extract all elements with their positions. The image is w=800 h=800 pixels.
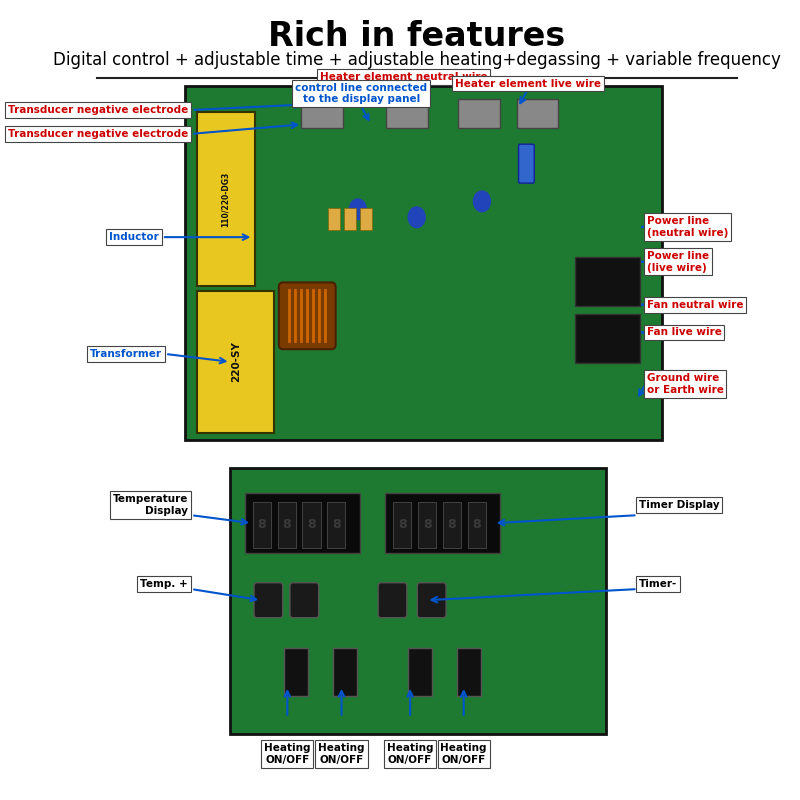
Text: Transformer: Transformer <box>90 349 162 359</box>
Text: Rich in features: Rich in features <box>268 20 566 53</box>
FancyBboxPatch shape <box>408 648 432 696</box>
Text: Heater element neutral wire: Heater element neutral wire <box>320 72 487 82</box>
FancyBboxPatch shape <box>302 502 321 548</box>
Text: Fan live wire: Fan live wire <box>646 327 722 338</box>
Text: Heater element live wire: Heater element live wire <box>454 78 601 89</box>
FancyBboxPatch shape <box>328 208 339 230</box>
Text: 220-SY: 220-SY <box>230 342 241 382</box>
FancyBboxPatch shape <box>230 467 606 734</box>
Text: Heating
ON/OFF: Heating ON/OFF <box>387 743 434 765</box>
FancyBboxPatch shape <box>418 582 446 618</box>
Text: Power line
(neutral wire): Power line (neutral wire) <box>646 216 728 238</box>
Text: 8: 8 <box>473 518 481 531</box>
Text: 8: 8 <box>307 518 316 531</box>
FancyBboxPatch shape <box>185 86 662 440</box>
FancyBboxPatch shape <box>393 502 411 548</box>
Text: Timer Display: Timer Display <box>638 500 719 510</box>
FancyBboxPatch shape <box>517 99 558 127</box>
Text: 8: 8 <box>422 518 431 531</box>
FancyBboxPatch shape <box>468 502 486 548</box>
Text: 8: 8 <box>258 518 266 531</box>
Text: Heating
ON/OFF: Heating ON/OFF <box>318 743 365 765</box>
FancyBboxPatch shape <box>254 582 282 618</box>
Text: Fan neutral wire: Fan neutral wire <box>646 300 743 310</box>
Text: control line connected
to the display panel: control line connected to the display pa… <box>295 83 427 105</box>
Text: Temp. +: Temp. + <box>140 579 188 590</box>
Text: 8: 8 <box>332 518 341 531</box>
FancyBboxPatch shape <box>458 99 500 127</box>
Text: Temperature
Display: Temperature Display <box>113 494 188 516</box>
Text: Heating
ON/OFF: Heating ON/OFF <box>441 743 487 765</box>
FancyBboxPatch shape <box>518 144 534 183</box>
FancyBboxPatch shape <box>197 113 254 286</box>
FancyBboxPatch shape <box>386 99 428 127</box>
FancyBboxPatch shape <box>327 502 346 548</box>
Text: 8: 8 <box>282 518 291 531</box>
FancyBboxPatch shape <box>245 493 360 554</box>
FancyBboxPatch shape <box>333 648 357 696</box>
Text: Transducer negative electrode: Transducer negative electrode <box>8 129 188 139</box>
FancyBboxPatch shape <box>279 282 336 349</box>
FancyBboxPatch shape <box>442 502 461 548</box>
FancyBboxPatch shape <box>253 502 271 548</box>
Text: Heating
ON/OFF: Heating ON/OFF <box>264 743 310 765</box>
FancyBboxPatch shape <box>301 99 343 127</box>
Text: 8: 8 <box>398 518 406 531</box>
FancyBboxPatch shape <box>418 502 436 548</box>
FancyBboxPatch shape <box>344 208 356 230</box>
Text: Power line
(live wire): Power line (live wire) <box>646 251 709 273</box>
Circle shape <box>350 199 366 220</box>
FancyBboxPatch shape <box>290 582 318 618</box>
Text: Timer-: Timer- <box>638 579 677 590</box>
Circle shape <box>474 191 490 212</box>
FancyBboxPatch shape <box>197 291 274 434</box>
FancyBboxPatch shape <box>361 208 372 230</box>
Circle shape <box>408 207 425 228</box>
Text: Digital control + adjustable time + adjustable heating+degassing + variable freq: Digital control + adjustable time + adju… <box>53 51 781 69</box>
Text: Ground wire
or Earth wire: Ground wire or Earth wire <box>646 374 723 395</box>
Text: Inductor: Inductor <box>109 232 158 242</box>
FancyBboxPatch shape <box>457 648 481 696</box>
FancyBboxPatch shape <box>278 502 296 548</box>
FancyBboxPatch shape <box>386 493 500 554</box>
FancyBboxPatch shape <box>378 582 407 618</box>
FancyBboxPatch shape <box>284 648 307 696</box>
FancyBboxPatch shape <box>575 257 640 306</box>
Text: 110/220-DG3: 110/220-DG3 <box>221 172 230 227</box>
FancyBboxPatch shape <box>575 314 640 363</box>
Text: Transducer negative electrode: Transducer negative electrode <box>8 105 188 115</box>
Text: 8: 8 <box>448 518 456 531</box>
